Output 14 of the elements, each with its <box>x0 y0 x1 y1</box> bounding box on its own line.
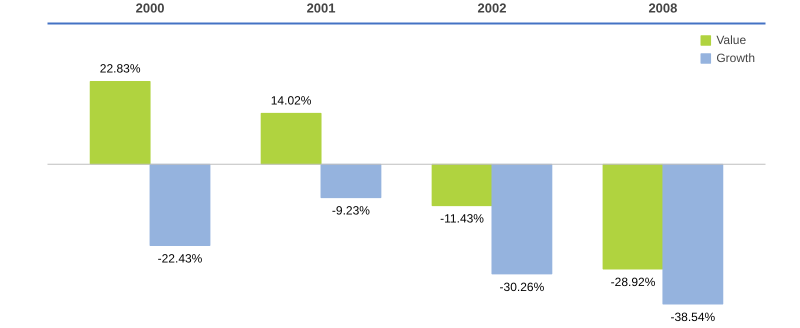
x-tick-label: 2008 <box>648 0 678 16</box>
x-tick-label: 2002 <box>478 0 506 16</box>
x-tick-label: 2001 <box>306 0 336 16</box>
x-tick-label: 2000 <box>136 0 165 16</box>
data-label: -38.54% <box>670 310 716 324</box>
data-label: -22.43% <box>158 252 203 266</box>
legend-label: Growth <box>716 51 755 65</box>
data-label: -9.23% <box>332 204 370 218</box>
data-label: 22.83% <box>100 61 141 76</box>
data-label: -11.43% <box>440 212 484 226</box>
data-label: 14.02% <box>270 93 312 108</box>
legend-label: Value <box>716 33 746 47</box>
data-label: -28.92% <box>610 275 656 290</box>
data-label: -30.26% <box>500 280 545 294</box>
